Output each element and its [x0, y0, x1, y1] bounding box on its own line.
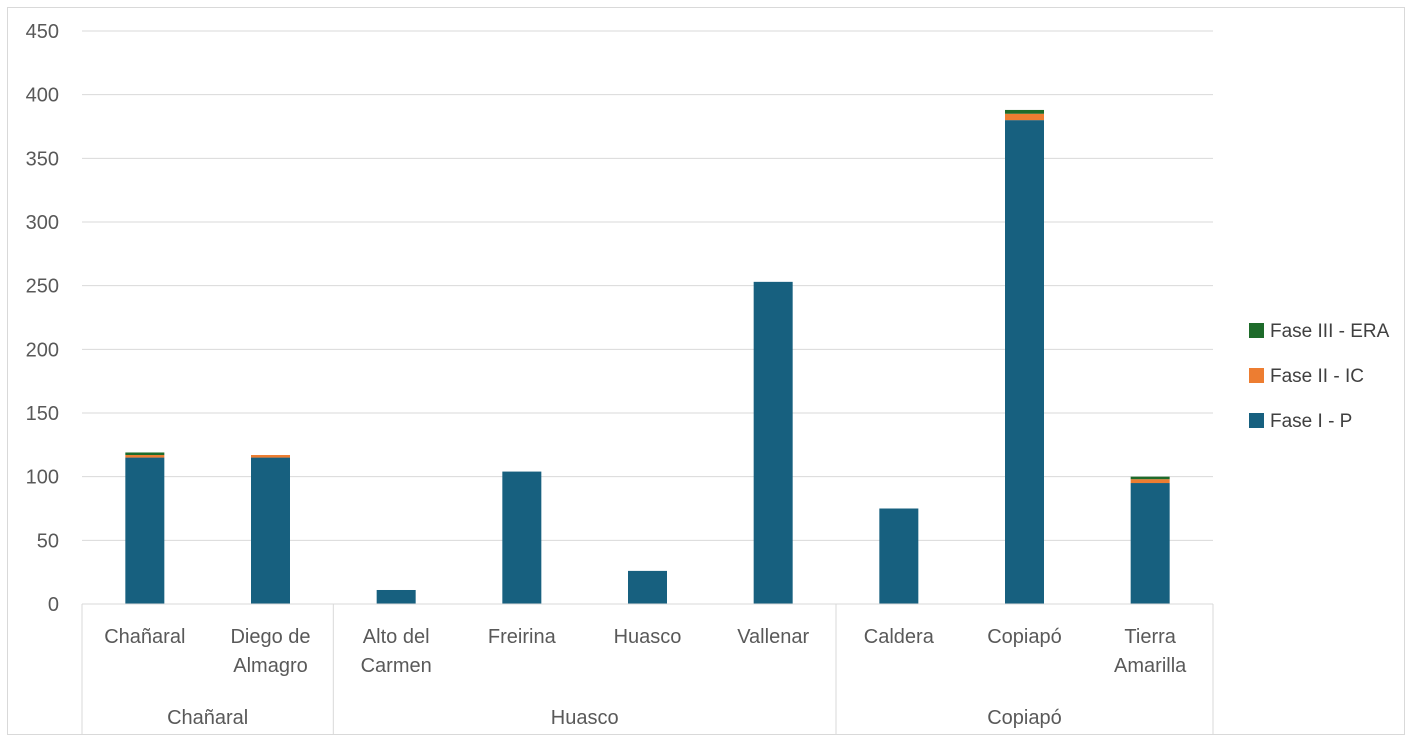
y-tick-label: 50 [37, 530, 59, 552]
category-label: Vallenar [737, 626, 809, 648]
legend-swatch [1249, 368, 1264, 383]
y-tick-label: 250 [26, 276, 59, 298]
bar-segment [1005, 113, 1044, 121]
bar-segment [628, 570, 667, 604]
bar-segment [1130, 483, 1170, 604]
category-label: Amarilla [1114, 655, 1187, 677]
bar-segment [125, 457, 165, 604]
category-label: Caldera [864, 626, 935, 648]
category-label: Alto del [363, 626, 430, 648]
bar-segment [251, 457, 290, 604]
legend-label: Fase I - P [1270, 411, 1352, 432]
bar-segment [502, 471, 542, 604]
bar-segment [879, 508, 919, 604]
y-tick-label: 400 [26, 85, 59, 107]
bar-segment [1005, 109, 1044, 114]
legend-label: Fase II - IC [1270, 366, 1364, 387]
bar-segment [125, 452, 165, 456]
category-label: Carmen [361, 655, 432, 677]
category-label: Tierra [1124, 626, 1176, 648]
category-label: Almagro [233, 655, 307, 677]
category-label: Freirina [488, 626, 557, 648]
bars [125, 109, 1170, 604]
legend-label: Fase III - ERA [1270, 321, 1390, 342]
y-tick-label: 350 [26, 148, 59, 170]
bar-segment [376, 589, 416, 604]
y-axis-ticks: 0 50 100 150 200 250 300 350 400 450 [26, 21, 59, 616]
bar-segment [125, 455, 165, 458]
bar-segment [1130, 476, 1170, 480]
category-label: Huasco [614, 626, 682, 648]
bar-segment [251, 455, 290, 458]
y-tick-label: 0 [48, 594, 59, 616]
x-axis: Chañaral Diego de Almagro Alto del Carmen Fre… [81, 603, 1214, 734]
legend-swatch [1249, 413, 1264, 428]
category-label: Diego de [230, 626, 310, 648]
bar-segment [1130, 479, 1170, 484]
group-label: Huasco [551, 707, 619, 729]
category-label: Copiapó [987, 626, 1062, 648]
chart-frame [7, 7, 1405, 735]
y-tick-label: 100 [26, 467, 59, 489]
legend: Fase III - ERA Fase II - IC Fase I - P [1249, 321, 1390, 432]
group-label: Chañaral [167, 707, 248, 729]
y-tick-label: 150 [26, 403, 59, 425]
legend-swatch [1249, 323, 1264, 338]
y-tick-label: 450 [26, 21, 59, 43]
bar-segment [1005, 120, 1044, 604]
y-tick-label: 200 [26, 339, 59, 361]
y-tick-label: 300 [26, 212, 59, 234]
category-label: Chañaral [104, 626, 185, 648]
group-label: Copiapó [987, 707, 1062, 729]
bar-segment [753, 281, 793, 604]
